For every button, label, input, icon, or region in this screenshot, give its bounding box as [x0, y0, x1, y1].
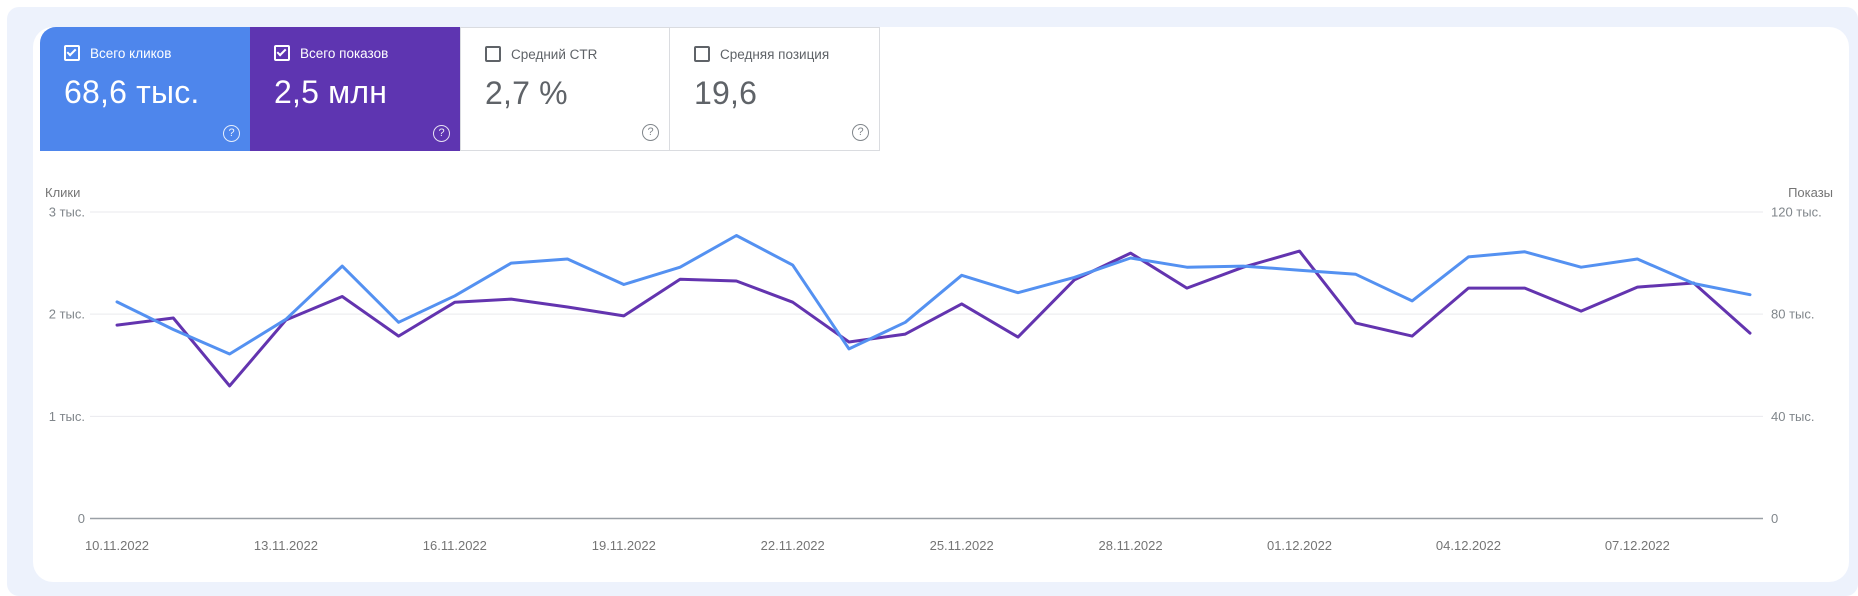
clicks-line[interactable]	[115, 234, 1752, 356]
right-axis-title: Показы	[1788, 185, 1833, 200]
metric-card-value: 2,7 %	[485, 75, 568, 111]
metric-cards: Всего кликов 68,6 тыс. ? Всего показов 2…	[40, 27, 880, 151]
checkbox-avg-position-icon[interactable]	[694, 46, 710, 62]
metric-card-label: Средний CTR	[511, 46, 598, 62]
metric-card-label: Всего кликов	[90, 45, 172, 61]
x-axis-date-label: 10.11.2022	[85, 538, 149, 553]
help-icon[interactable]: ?	[642, 124, 659, 141]
metric-card-avg-position[interactable]: Средняя позиция 19,6 ?	[670, 27, 880, 151]
left-axis-title: Клики	[45, 185, 80, 200]
metric-card-value: 68,6 тыс.	[64, 74, 200, 110]
help-icon[interactable]: ?	[852, 124, 869, 141]
x-axis-date-label: 19.11.2022	[592, 538, 656, 553]
metric-card-avg-ctr[interactable]: Средний CTR 2,7 % ?	[460, 27, 670, 151]
left-axis-tick: 1 тыс.	[49, 409, 85, 424]
x-axis-date-label: 04.12.2022	[1436, 538, 1501, 553]
help-icon[interactable]: ?	[223, 125, 240, 142]
right-axis-tick: 0	[1771, 511, 1778, 526]
x-axis-date-label: 01.12.2022	[1267, 538, 1332, 553]
metric-card-total-impressions[interactable]: Всего показов 2,5 млн ?	[250, 27, 460, 151]
metric-card-total-clicks[interactable]: Всего кликов 68,6 тыс. ?	[40, 27, 250, 151]
metric-card-label: Всего показов	[300, 45, 389, 61]
help-icon[interactable]: ?	[433, 125, 450, 142]
checkbox-avg-ctr-icon[interactable]	[485, 46, 501, 62]
x-axis-date-label: 13.11.2022	[254, 538, 318, 553]
left-axis-tick: 0	[78, 511, 85, 526]
metric-card-value: 19,6	[694, 75, 758, 111]
checkbox-total-clicks-icon[interactable]	[64, 45, 80, 61]
right-axis-tick: 40 тыс.	[1771, 409, 1814, 424]
impressions-line[interactable]	[115, 249, 1752, 388]
x-axis-date-label: 28.11.2022	[1099, 538, 1163, 553]
right-axis-tick: 80 тыс.	[1771, 307, 1814, 322]
x-axis-date-label: 22.11.2022	[761, 538, 825, 553]
x-axis-date-label: 07.12.2022	[1605, 538, 1670, 553]
x-axis-date-label: 25.11.2022	[930, 538, 994, 553]
right-axis-tick: 120 тыс.	[1771, 204, 1822, 219]
metric-card-value: 2,5 млн	[274, 74, 388, 110]
left-axis-tick: 2 тыс.	[49, 307, 85, 322]
x-axis-date-label: 16.11.2022	[423, 538, 487, 553]
metric-card-label: Средняя позиция	[720, 46, 830, 62]
checkbox-total-impressions-icon[interactable]	[274, 45, 290, 61]
left-axis-tick: 3 тыс.	[49, 204, 85, 219]
